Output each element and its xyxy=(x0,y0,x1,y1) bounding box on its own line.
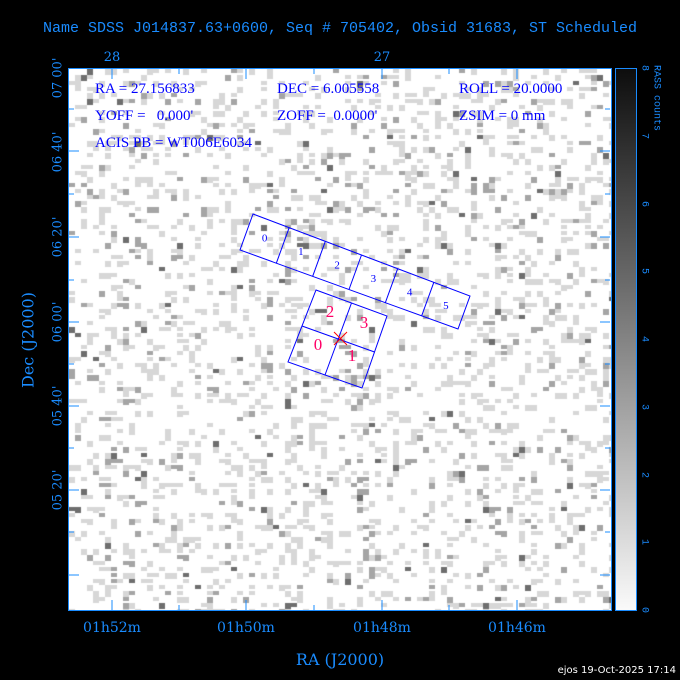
x-axis-title: RA (J2000) xyxy=(295,650,385,669)
colorbar-tick-label: 7 xyxy=(638,132,650,139)
y-tick-label: 07 00' xyxy=(50,57,66,99)
axis-ticks xyxy=(69,69,610,610)
acis-i-chip-label: 0 xyxy=(314,335,323,354)
acis-s-chip-label: 1 xyxy=(298,246,304,258)
acis-s-chip-label: 0 xyxy=(262,233,268,245)
y-axis-title: Dec (J2000) xyxy=(18,292,38,388)
top-axis-label: 28 xyxy=(103,50,121,65)
acis-s-divider xyxy=(275,227,290,264)
acis-s-divider xyxy=(384,268,399,303)
acis-i-chip-label: 2 xyxy=(326,302,335,321)
y-tick-label: 06 40' xyxy=(50,131,66,173)
x-tick-label: 01h50m xyxy=(217,620,275,636)
chip-overlay: 0 1 2 3 4 5 0 1 2 3 xyxy=(69,69,610,610)
colorbar-title: RASS counts xyxy=(650,64,662,132)
colorbar-tick-label: 3 xyxy=(638,403,650,410)
top-axis-label: 27 xyxy=(373,50,391,65)
sky-image: 0 1 2 3 4 5 0 1 2 3 RA = 27.156833 DEC = 6.00555… xyxy=(68,68,612,611)
colorbar-tick-label: 4 xyxy=(638,335,650,343)
info-zsim: ZSIM = 0 mm xyxy=(459,108,546,124)
aimpoint-marker xyxy=(333,331,348,346)
y-tick-label: 05 40' xyxy=(50,385,66,427)
colorbar-tick-label: 0 xyxy=(638,606,650,614)
footer-timestamp: ejos 19-Oct-2025 17:14 xyxy=(557,665,676,676)
info-acis-pb: ACIS PB = WT006E6034 xyxy=(95,135,252,151)
colorbar-tick-label: 2 xyxy=(638,471,650,478)
acis-s-chip-label: 5 xyxy=(443,300,449,312)
acis-i-chip-label: 3 xyxy=(360,313,369,332)
x-tick-label: 01h46m xyxy=(488,620,546,636)
info-yoff: YOFF = 0.000' xyxy=(95,108,194,124)
colorbar-tick-label: 6 xyxy=(638,200,650,207)
acis-s-divider xyxy=(421,282,435,317)
colorbar-tick-label: 1 xyxy=(638,539,650,546)
info-roll: ROLL = 20.0000 xyxy=(459,81,563,97)
acis-i-divider xyxy=(301,325,375,353)
acis-i-outline xyxy=(287,289,388,389)
acis-s-divider xyxy=(348,254,362,290)
acis-s-chip-label: 3 xyxy=(371,273,377,285)
acis-s-array xyxy=(239,213,471,330)
acis-i-array xyxy=(287,289,388,389)
acis-s-chip-label: 2 xyxy=(334,260,340,272)
info-ra: RA = 27.156833 xyxy=(95,81,195,97)
colorbar-tick-label: 8 xyxy=(638,64,650,72)
acis-s-chip-label: 4 xyxy=(407,286,413,298)
y-tick-label: 06 20' xyxy=(50,216,66,258)
y-tick-label: 06 00' xyxy=(50,301,66,343)
acis-s-divider xyxy=(312,241,326,277)
x-tick-label: 01h52m xyxy=(83,620,141,636)
x-tick-label: 01h48m xyxy=(353,620,411,636)
colorbar-tick-label: 5 xyxy=(638,268,650,275)
plot-title: Name SDSS J014837.63+0600, Seq # 705402,… xyxy=(42,20,638,37)
y-tick-label: 05 20' xyxy=(50,469,66,511)
colorbar xyxy=(615,68,637,611)
info-dec: DEC = 6.005558 xyxy=(277,81,380,97)
info-zoff: ZOFF = 0.0000' xyxy=(277,108,378,124)
acis-i-chip-label: 1 xyxy=(348,346,357,365)
